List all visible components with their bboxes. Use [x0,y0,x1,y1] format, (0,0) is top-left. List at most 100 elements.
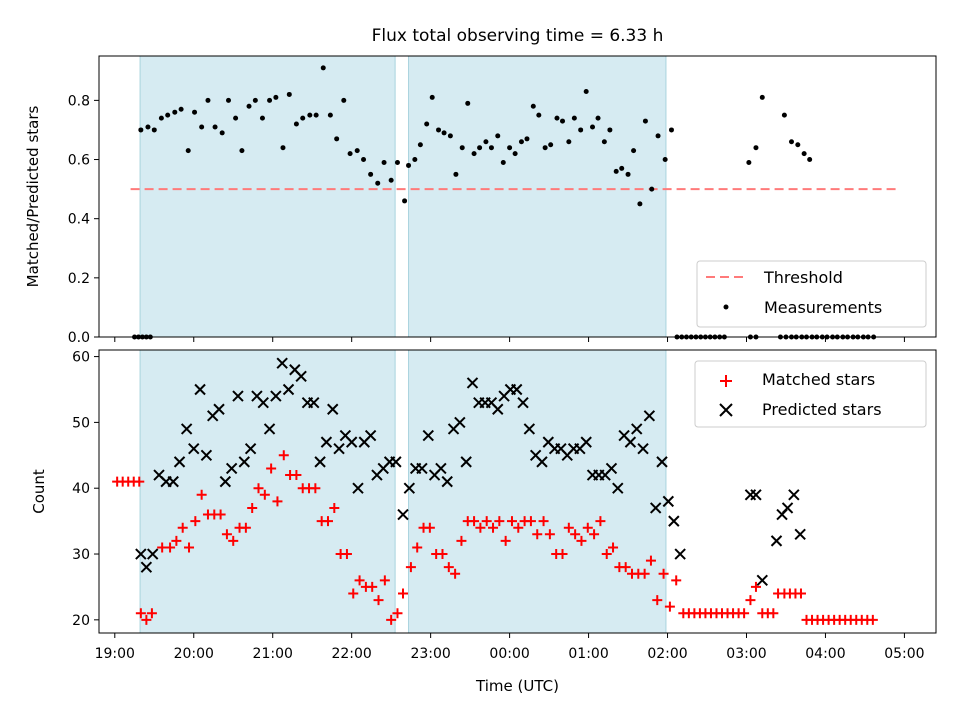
predicted-star-point [232,390,244,402]
matched-star-point [525,516,536,527]
predicted-star-point [364,429,377,442]
measurement-point [637,201,643,207]
measurement-point [313,112,319,118]
measurement-point [613,168,619,174]
measurement-point [267,97,273,103]
matched-star-point [184,542,195,553]
predicted-star-point [194,383,206,396]
measurement-point [178,106,184,112]
measurement-point [300,115,306,121]
predicted-star-point [135,548,147,560]
predicted-star-point [167,475,179,488]
measurement-point [259,115,265,121]
predicted-star-point [624,436,637,448]
matched-star-point [664,601,675,612]
predicted-star-point [397,508,409,521]
measurement-point [512,151,518,157]
top-panel: 0.0 0.2 0.4 0.6 0.8 Flux total observing tim… [24,26,937,346]
measurement-point [590,124,596,130]
bottom-x-tick-label: 03:00 [726,646,766,662]
predicted-star-point [668,515,680,527]
predicted-star-point [146,548,159,560]
predicted-star-point [605,462,618,475]
predicted-stars-legend-swatch [719,403,733,417]
matched-star-point [620,562,631,573]
matched-star-point [506,516,517,527]
measurement-point [151,127,157,133]
matched-star-point [228,535,239,546]
predicted-star-point [257,396,269,409]
matched-star-point [196,489,207,500]
measurement-point [542,145,548,151]
predicted-star-point [492,403,504,415]
predicted-star-point [441,475,453,488]
measurement-point [417,142,423,148]
matched-star-point [475,522,486,533]
bottom-x-tick-label: 00:00 [489,646,529,662]
matched-star-point [215,509,226,520]
matched-star-point [500,535,511,546]
measurement-point [412,157,418,163]
measurement-point [185,148,191,154]
matched-star-point [412,542,423,553]
bottom-legend: Matched stars Predicted stars [694,360,927,428]
matched-star-point [177,522,188,533]
measurement-point [429,94,435,100]
predicted-star-point [352,482,364,494]
predicted-star-point [637,443,649,455]
matched-star-point [513,522,524,533]
matched-star-point [266,463,277,474]
measurement-point [165,112,171,118]
bottom-legend-box [694,360,927,428]
measurement-point [368,171,374,177]
matched-star-point [322,516,333,527]
predicted-star-point [422,429,434,442]
measurement-point [530,103,536,109]
matched-star-point [379,575,390,586]
bottom-y-tick-label: 30 [72,547,90,563]
matched-star-point [398,588,409,599]
matched-star-point [576,535,587,546]
top-legend-box [696,260,927,328]
predicted-star-point [631,423,643,435]
matched-star-point [443,562,454,573]
predicted-star-point [320,436,333,448]
measurement-point [219,130,225,136]
matched-star-point [652,595,663,606]
predicted-star-point [308,396,320,409]
matched-star-point [557,549,568,560]
predicted-star-point [225,462,238,475]
measurement-point [293,121,299,127]
measurement-point [453,171,459,177]
predicted-star-point [140,561,153,573]
measurements-series [132,65,877,340]
predicted-star-point [794,528,806,540]
matched-star-point [532,529,543,540]
measurement-point [488,145,494,151]
matched-star-point [135,608,146,619]
matched-star-point [601,549,612,560]
matched-star-point [750,581,761,592]
predicted-star-point [744,489,757,501]
matched-star-point [469,516,480,527]
predicted-star-point [523,423,536,435]
measurement-point [583,88,589,94]
top-y-tick-label: 0.4 [68,212,90,228]
predicted-star-point [460,456,472,468]
predicted-star-point [643,410,656,422]
predicted-star-point [295,370,307,383]
predicted-star-point [466,377,479,389]
predicted-star-point [788,489,800,501]
measurement-point [495,133,501,139]
matched-star-point [405,562,416,573]
matched-star-point [386,614,397,625]
matched-star-point [240,522,251,533]
matched-star-point [367,581,378,592]
predicted-star-point [263,423,276,435]
matched-star-point [867,614,878,625]
measurement-point [465,100,471,106]
measurement-point [625,171,631,177]
matched-star-point [424,522,435,533]
measurement-point [199,124,205,130]
predicted-star-point [333,443,345,455]
